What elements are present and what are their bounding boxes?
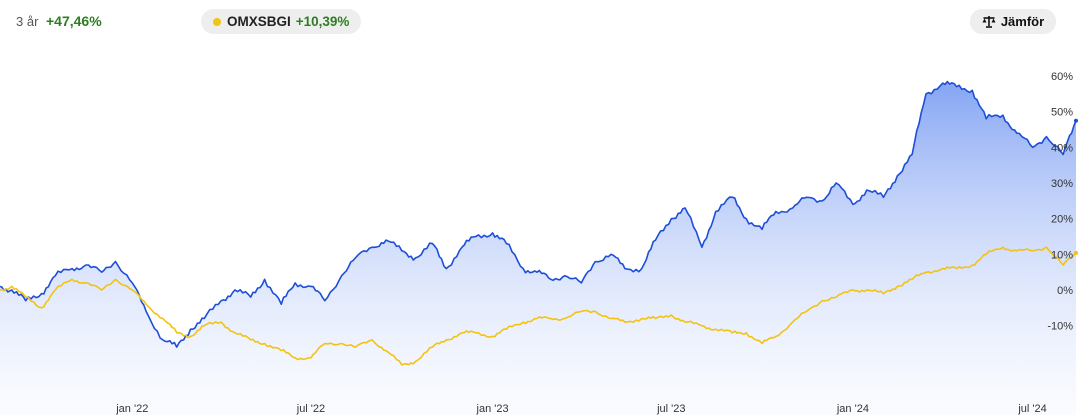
main-series-line — [0, 80, 1077, 348]
y-tick-label: -10% — [1047, 321, 1073, 333]
y-tick-label: 30% — [1051, 178, 1073, 190]
x-tick-label: jan '23 — [476, 403, 509, 415]
x-tick-label: jul '22 — [296, 403, 325, 415]
y-tick-label: 0% — [1057, 285, 1073, 297]
scale-icon — [982, 16, 996, 28]
x-tick-label: jul '24 — [1017, 403, 1046, 415]
x-tick-label: jul '23 — [656, 403, 685, 415]
benchmark-series-line — [0, 246, 1077, 366]
y-tick-label: 50% — [1051, 107, 1073, 119]
y-tick-label: 60% — [1051, 71, 1073, 83]
compare-button[interactable]: Jämför — [970, 9, 1056, 34]
y-tick-label: 40% — [1051, 142, 1073, 154]
x-tick-label: jan '22 — [115, 403, 148, 415]
period-label[interactable]: 3 år — [16, 14, 39, 29]
main-series-end-point — [1074, 118, 1078, 123]
benchmark-series-end-point — [1074, 250, 1078, 255]
benchmark-dot-icon — [213, 17, 221, 26]
benchmark-pill[interactable]: OMXSBGI +10,39% — [201, 9, 362, 34]
benchmark-name: OMXSBGI — [227, 14, 291, 29]
y-tick-label: 20% — [1051, 214, 1073, 226]
benchmark-change-value: +10,39% — [295, 14, 350, 29]
main-series-area — [0, 81, 1076, 415]
x-tick-label: jan '24 — [836, 403, 869, 415]
compare-label: Jämför — [1000, 14, 1045, 29]
chart-header: 3 år +47,46% OMXSBGI +10,39% Jämför — [0, 0, 1082, 44]
y-tick-label: 10% — [1051, 249, 1073, 261]
period-change-value: +47,46% — [46, 13, 102, 29]
